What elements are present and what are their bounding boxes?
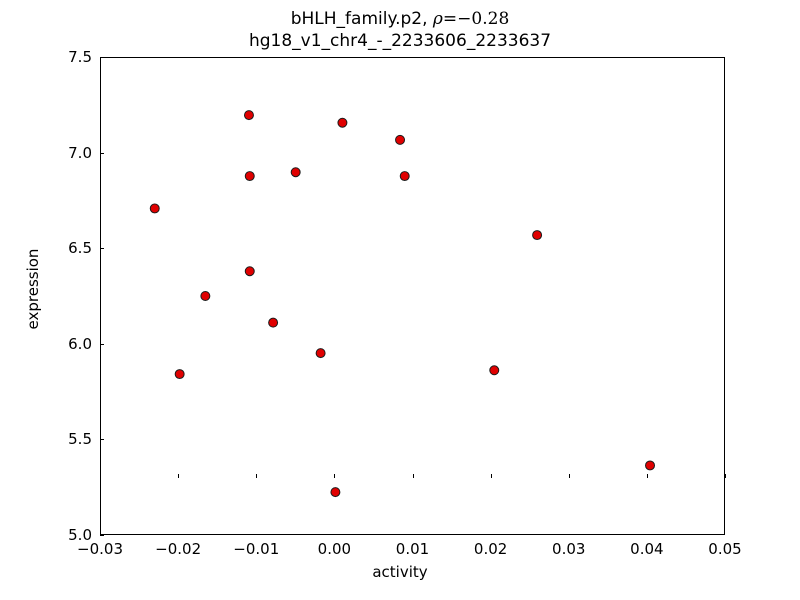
- chart-title-line-1: bHLH_family.p2, ρ=−0.28: [0, 8, 800, 30]
- y-axis-label: expression: [24, 248, 42, 330]
- x-tick-mark: [646, 474, 648, 478]
- y-tick-mark: [100, 248, 104, 250]
- x-tick-label: 0.04: [630, 540, 664, 558]
- scatter-points-layer: [149, 110, 656, 498]
- x-tick-mark: [412, 474, 414, 478]
- scatter-point: [330, 487, 341, 498]
- x-tick-label: 0.01: [395, 540, 430, 558]
- x-tick-mark: [178, 474, 180, 478]
- chart-title-line-2: hg18_v1_chr4_-_2233606_2233637: [248, 31, 552, 51]
- scatter-point: [149, 203, 160, 214]
- x-tick-label: −0.01: [233, 540, 280, 558]
- x-tick-label: 0.05: [708, 540, 742, 558]
- y-tick-label: 7.0: [68, 143, 92, 162]
- scatter-point: [244, 266, 255, 277]
- y-tick-label: 6.5: [68, 239, 92, 258]
- chart-title: bHLH_family.p2, ρ=−0.28 hg18_v1_chr4_-_2…: [0, 8, 800, 52]
- scatter-point: [200, 291, 211, 301]
- x-tick-mark: [490, 474, 492, 478]
- y-tick-mark: [100, 535, 104, 536]
- scatter-point: [532, 230, 543, 241]
- x-tick-mark: [725, 474, 726, 478]
- rho-value: =−0.28: [442, 9, 510, 29]
- scatter-point: [399, 171, 410, 182]
- x-tick-label: 0.03: [552, 540, 586, 558]
- x-tick-label: 0.00: [317, 540, 352, 558]
- scatter-point: [489, 365, 500, 376]
- chart-title-prefix: bHLH_family.p2,: [290, 9, 433, 29]
- y-tick-mark: [100, 152, 104, 154]
- scatter-point: [174, 369, 185, 380]
- scatter-point: [244, 171, 255, 182]
- y-tick-mark: [100, 343, 104, 345]
- scatter-point: [395, 134, 406, 145]
- x-axis-label: activity: [372, 563, 428, 581]
- x-tick-label: −0.02: [155, 540, 202, 558]
- scatter-point: [243, 110, 254, 121]
- x-tick-label: −0.03: [77, 540, 123, 558]
- y-tick-label: 7.5: [68, 48, 92, 66]
- rho-symbol: ρ: [432, 9, 443, 29]
- y-axis-label-wrapper: expression: [18, 0, 44, 600]
- x-tick-label: 0.02: [473, 540, 508, 558]
- x-tick-mark: [568, 474, 570, 478]
- scatter-point: [315, 348, 326, 359]
- y-tick-mark: [100, 57, 104, 58]
- scatter-point: [645, 460, 656, 471]
- plot-axes-frame: [100, 57, 725, 535]
- y-tick-label: 6.0: [68, 334, 92, 353]
- scatter-point: [337, 117, 348, 128]
- y-tick-label: 5.0: [68, 526, 92, 544]
- y-tick-mark: [100, 439, 104, 441]
- scatter-point: [268, 317, 279, 328]
- y-tick-label: 5.5: [68, 430, 92, 449]
- scatter-point: [290, 167, 301, 178]
- x-tick-mark: [334, 474, 336, 478]
- x-tick-mark: [256, 474, 258, 478]
- x-tick-mark: [100, 474, 101, 478]
